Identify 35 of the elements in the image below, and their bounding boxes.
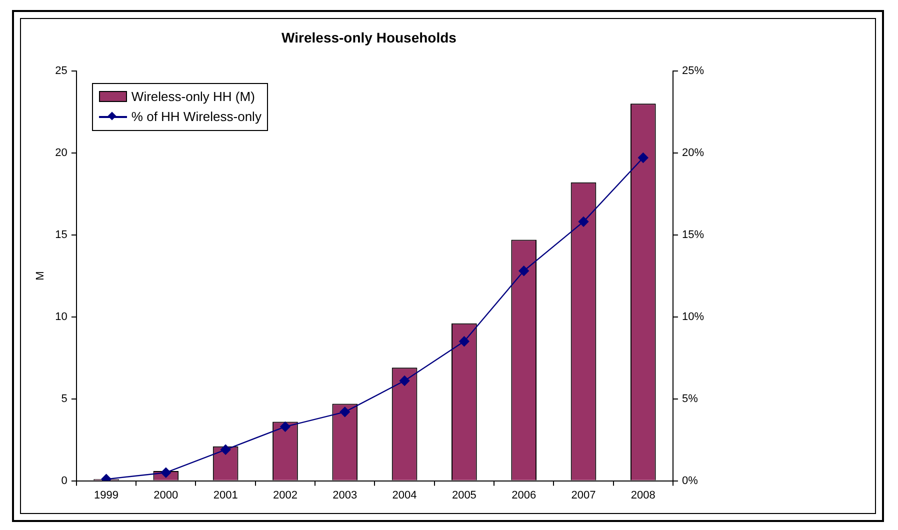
y-tick-label: 10 [55,310,68,323]
x-tick-label: 2005 [452,489,476,502]
y2-tick-label: 25% [682,64,704,77]
point [280,422,290,432]
x-tick-label: 2007 [571,489,596,502]
point [459,336,470,346]
point [340,406,350,418]
y-tick-label: 15 [55,228,68,241]
point [638,152,648,163]
point [518,266,529,276]
y-tick-label: 25 [55,64,68,77]
y-tick-label: 0 [61,474,68,487]
x-tick-label: 1999 [94,489,119,502]
x-tick-label: 2004 [392,489,417,502]
y2-tick-label: 0% [682,474,698,487]
y-tick-label: 20 [55,146,68,159]
legend-label: Wireless-only HH (M) [131,89,255,104]
y-axis-title: M [34,271,47,280]
y2-tick-label: 5% [682,392,698,405]
point [220,444,231,455]
y2-tick-label: 10% [682,310,704,323]
x-tick-label: 2006 [512,489,536,502]
x-tick-label: 2008 [630,489,656,502]
point [160,468,172,478]
legend-label: % of HH Wireless-only [131,109,262,124]
chart-title: Wireless-only Households [282,29,457,46]
y2-tick-label: 15% [682,228,704,241]
y-tick-label: 5 [61,392,68,405]
y2-tick-label: 20% [682,146,704,159]
x-tick-label: 2003 [332,489,358,502]
x-tick-label: 2001 [213,489,238,502]
x-tick-label: 2002 [272,489,298,502]
x-tick-label: 2000 [154,489,178,502]
point [578,216,589,227]
point [399,376,410,386]
